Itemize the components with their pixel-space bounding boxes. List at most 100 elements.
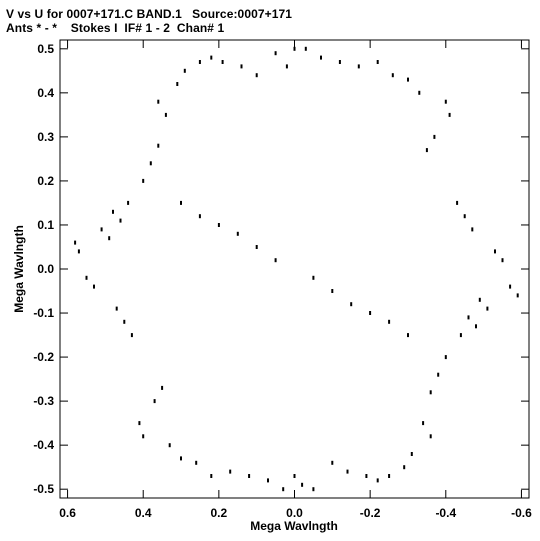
y-tick-label: -0.5 [33,482,54,496]
uv-point [407,77,409,82]
uv-point [312,275,315,280]
uv-point [130,333,133,338]
uv-point [157,143,160,148]
y-tick-label: 0.2 [37,174,54,188]
uv-point [157,99,160,104]
uv-point [229,469,232,474]
x-tick-label: -0.2 [360,506,381,520]
y-tick-label: -0.1 [33,306,54,320]
uv-point [407,333,409,338]
uv-point [467,315,470,320]
uv-point [475,324,477,329]
uv-point [301,482,304,487]
uv-points [74,46,519,492]
uv-point [494,249,496,254]
uv-point [293,46,296,51]
uv-point [255,73,258,78]
uv-point [180,456,182,461]
uv-point [516,293,519,298]
uv-point [388,474,391,478]
uv-point [217,223,220,227]
uv-point [437,372,440,377]
uv-point [93,284,95,289]
uv-point [509,284,512,289]
x-tick-label: 0.4 [135,506,152,520]
y-tick-label: 0.5 [37,42,54,56]
chart-subtitle: Ants * - * Stokes I IF# 1 - 2 Chan# 1 [6,21,225,35]
uv-point [149,161,152,166]
uv-point [127,200,130,205]
uv-point [255,245,258,249]
x-axis-title: Mega Wavlngth [250,519,338,533]
y-tick-label: -0.4 [33,438,54,452]
uv-point [293,474,296,478]
uv-point [331,289,334,293]
chart-title: V vs U for 0007+171.C BAND.1 Source:0007… [6,7,293,21]
uv-point [376,60,379,64]
uv-point [357,64,360,69]
uv-point [180,200,182,205]
uv-point [444,355,447,360]
y-tick-label: 0.3 [37,130,54,144]
uv-point [418,90,421,95]
uv-point [221,60,224,64]
y-tick-label: -0.3 [33,394,54,408]
uv-point [369,311,372,315]
uv-point [320,55,322,60]
uv-point [312,487,315,492]
uv-point [77,249,80,254]
uv-point [183,68,186,73]
uv-point [463,214,466,219]
x-tick-label: -0.4 [435,506,456,520]
y-axis-ticks: 0.5 0.4 0.3 0.2 0.1 0.0 -0.1 -0.2 -0.3 -0.4 -0.5 [33,42,529,496]
uv-point [350,302,353,307]
uv-point [304,46,307,51]
uv-point [403,465,406,470]
uv-point [501,258,504,263]
uv-point [248,474,251,478]
uv-point [195,460,198,465]
uv-point [478,297,481,302]
uv-point [100,227,103,232]
uv-point [429,390,432,395]
uv-point [456,200,459,205]
uv-point [486,306,489,311]
uv-point [115,306,118,311]
uv-point [422,421,425,426]
uv-point [168,443,171,448]
uv-point [142,434,145,439]
uv-point [267,478,269,483]
uv-point [153,399,156,404]
uv-point [459,333,462,338]
y-tick-label: 0.0 [37,262,54,276]
x-tick-label: 0.2 [211,506,228,520]
uv-point [448,112,451,117]
y-axis-title: Mega Wavlngth [12,225,26,313]
uv-point [198,60,201,64]
uv-point [142,178,145,183]
uv-point [346,469,349,474]
uv-point [108,236,111,241]
y-tick-label: 0.1 [37,218,54,232]
uv-point [74,240,77,245]
y-tick-label: -0.2 [33,350,54,364]
uv-point [119,218,122,223]
uv-point [388,319,391,324]
uv-point [198,214,201,219]
uv-point [240,64,243,69]
uv-point [410,452,413,456]
uv-point [282,487,285,492]
uv-point [274,258,277,263]
uv-point [123,319,126,324]
uv-point [176,82,179,86]
uv-point [429,434,432,439]
uv-point [138,421,141,426]
uv-point [210,474,213,478]
uv-point [164,112,167,117]
x-tick-label: -0.6 [511,506,532,520]
uv-point [444,99,447,104]
uv-point [338,60,341,64]
x-tick-label: 0.0 [286,506,303,520]
